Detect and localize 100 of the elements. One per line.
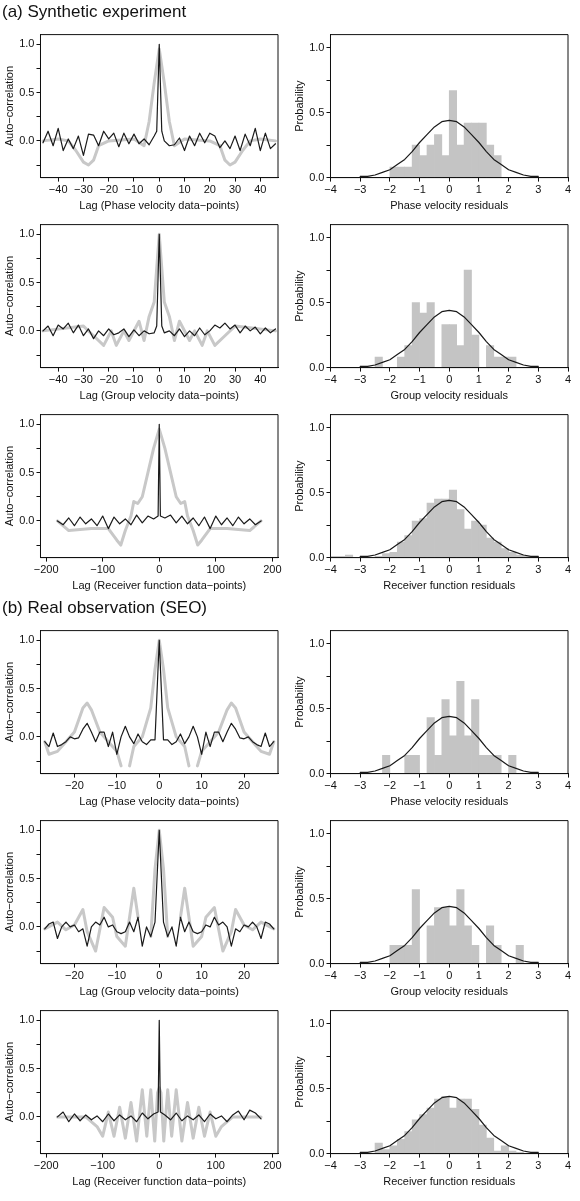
x-tick-label: 0 xyxy=(446,183,453,196)
x-tick-label: −1 xyxy=(413,183,426,196)
y-axis-title: Probability xyxy=(292,865,305,918)
y-tick-label: 0.0 xyxy=(309,956,325,969)
x-tick-label: 0 xyxy=(446,563,453,576)
x-tick-label: 0 xyxy=(156,1159,163,1172)
x-tick-label: −2 xyxy=(383,563,397,576)
y-axis-title: Auto−correlation xyxy=(2,255,15,337)
x-tick-label: 0 xyxy=(156,779,163,792)
x-tick-label: −3 xyxy=(353,969,367,982)
x-axis-title: Group velocity residuals xyxy=(390,389,509,402)
y-tick-label: 1.0 xyxy=(309,230,325,243)
x-axis-title: Phase velocity residuals xyxy=(390,199,509,212)
x-tick-label: 10 xyxy=(195,969,208,982)
x-axis-title: Receiver function residuals xyxy=(383,1175,516,1188)
x-tick-label: 200 xyxy=(263,1159,282,1172)
y-tick-label: 0.5 xyxy=(309,701,325,714)
x-tick-label: 3 xyxy=(535,563,542,576)
y-tick-label: 0.5 xyxy=(309,1081,325,1094)
x-tick-label: 4 xyxy=(564,183,572,196)
y-tick-label: 0.0 xyxy=(309,170,325,183)
x-tick-label: −100 xyxy=(90,1159,116,1172)
y-axis-title: Probability xyxy=(292,79,305,132)
x-tick-label: −1 xyxy=(413,969,426,982)
x-tick-label: 3 xyxy=(535,183,542,196)
x-axis-title: Lag (Receiver function data−points) xyxy=(72,579,247,592)
y-tick-label: 1.0 xyxy=(19,227,35,240)
x-tick-label: 30 xyxy=(228,373,242,386)
y-axis-title: Auto−correlation xyxy=(2,851,15,933)
chart-title: (a) Synthetic experiment xyxy=(1,1,188,23)
x-tick-label: −4 xyxy=(324,779,337,792)
x-tick-label: −10 xyxy=(107,779,127,792)
x-tick-label: −2 xyxy=(383,183,397,196)
x-tick-label: −2 xyxy=(383,373,397,386)
x-tick-label: −200 xyxy=(33,563,59,576)
x-tick-label: −3 xyxy=(353,1159,367,1172)
x-tick-label: −40 xyxy=(48,373,68,386)
x-tick-label: 20 xyxy=(203,373,216,386)
x-tick-label: −20 xyxy=(99,183,119,196)
y-tick-label: 0.0 xyxy=(19,513,35,526)
x-tick-label: −40 xyxy=(48,183,68,196)
y-tick-label: 0.5 xyxy=(19,871,35,884)
x-tick-label: 2 xyxy=(505,969,512,982)
x-axis-title: Phase velocity residuals xyxy=(390,795,509,808)
x-tick-label: 4 xyxy=(564,779,572,792)
x-tick-label: −10 xyxy=(107,969,127,982)
y-tick-label: 0.0 xyxy=(309,550,325,563)
x-axis-title: Lag (Phase velocity data−points) xyxy=(79,795,240,808)
x-tick-label: 20 xyxy=(237,969,251,982)
x-tick-label: 40 xyxy=(254,373,267,386)
x-tick-label: 10 xyxy=(178,183,191,196)
y-axis-title: Auto−correlation xyxy=(2,445,15,527)
y-tick-label: 1.0 xyxy=(19,1013,35,1026)
x-axis-title: Receiver function residuals xyxy=(383,579,516,592)
x-tick-label: −2 xyxy=(383,1159,397,1172)
y-tick-label: 1.0 xyxy=(19,37,35,50)
y-tick-label: 1.0 xyxy=(19,417,35,430)
x-tick-label: 1 xyxy=(475,969,482,982)
x-tick-label: −20 xyxy=(65,779,84,792)
y-tick-label: 1.0 xyxy=(309,826,325,839)
x-tick-label: 1 xyxy=(475,1159,482,1172)
x-tick-label: 3 xyxy=(535,1159,542,1172)
x-axis-title: Lag (Phase velocity data−points) xyxy=(79,199,240,212)
y-tick-label: 0.0 xyxy=(19,1109,35,1122)
x-tick-label: 30 xyxy=(228,183,242,196)
y-tick-label: 0.5 xyxy=(309,295,325,308)
x-tick-label: 100 xyxy=(206,1159,225,1172)
x-tick-label: 2 xyxy=(505,563,512,576)
x-tick-label: −2 xyxy=(383,969,397,982)
x-tick-label: −30 xyxy=(74,373,93,386)
x-tick-label: 3 xyxy=(535,969,542,982)
x-tick-label: 200 xyxy=(263,563,282,576)
x-tick-label: 0 xyxy=(446,1159,453,1172)
y-axis-title: Probability xyxy=(292,459,305,512)
x-tick-label: −20 xyxy=(65,969,84,982)
x-tick-label: 0 xyxy=(446,779,453,792)
x-tick-label: −4 xyxy=(324,183,337,196)
x-tick-label: −30 xyxy=(74,183,93,196)
y-tick-label: 0.5 xyxy=(19,1061,35,1074)
y-axis-title: Probability xyxy=(292,269,305,322)
x-tick-label: 10 xyxy=(178,373,191,386)
x-tick-label: −1 xyxy=(413,1159,426,1172)
x-tick-label: 1 xyxy=(475,779,482,792)
x-tick-label: −4 xyxy=(324,1159,337,1172)
x-axis-title: Lag (Group velocity data−points) xyxy=(79,985,239,998)
y-tick-label: 0.5 xyxy=(19,465,35,478)
x-tick-label: −3 xyxy=(353,563,367,576)
y-tick-label: 1.0 xyxy=(309,1016,325,1029)
x-tick-label: −20 xyxy=(99,373,119,386)
x-tick-label: 0 xyxy=(446,373,453,386)
y-tick-label: 0.5 xyxy=(309,891,325,904)
y-axis-title: Probability xyxy=(292,675,305,728)
x-axis-title: Group velocity residuals xyxy=(390,985,509,998)
x-tick-label: 20 xyxy=(237,779,251,792)
x-tick-label: 0 xyxy=(156,183,163,196)
x-tick-label: −1 xyxy=(413,779,426,792)
y-tick-label: 0.0 xyxy=(19,323,35,336)
chart-title: (b) Real observation (SEO) xyxy=(1,597,209,619)
x-tick-label: 4 xyxy=(564,1159,572,1172)
x-tick-label: 4 xyxy=(564,969,572,982)
